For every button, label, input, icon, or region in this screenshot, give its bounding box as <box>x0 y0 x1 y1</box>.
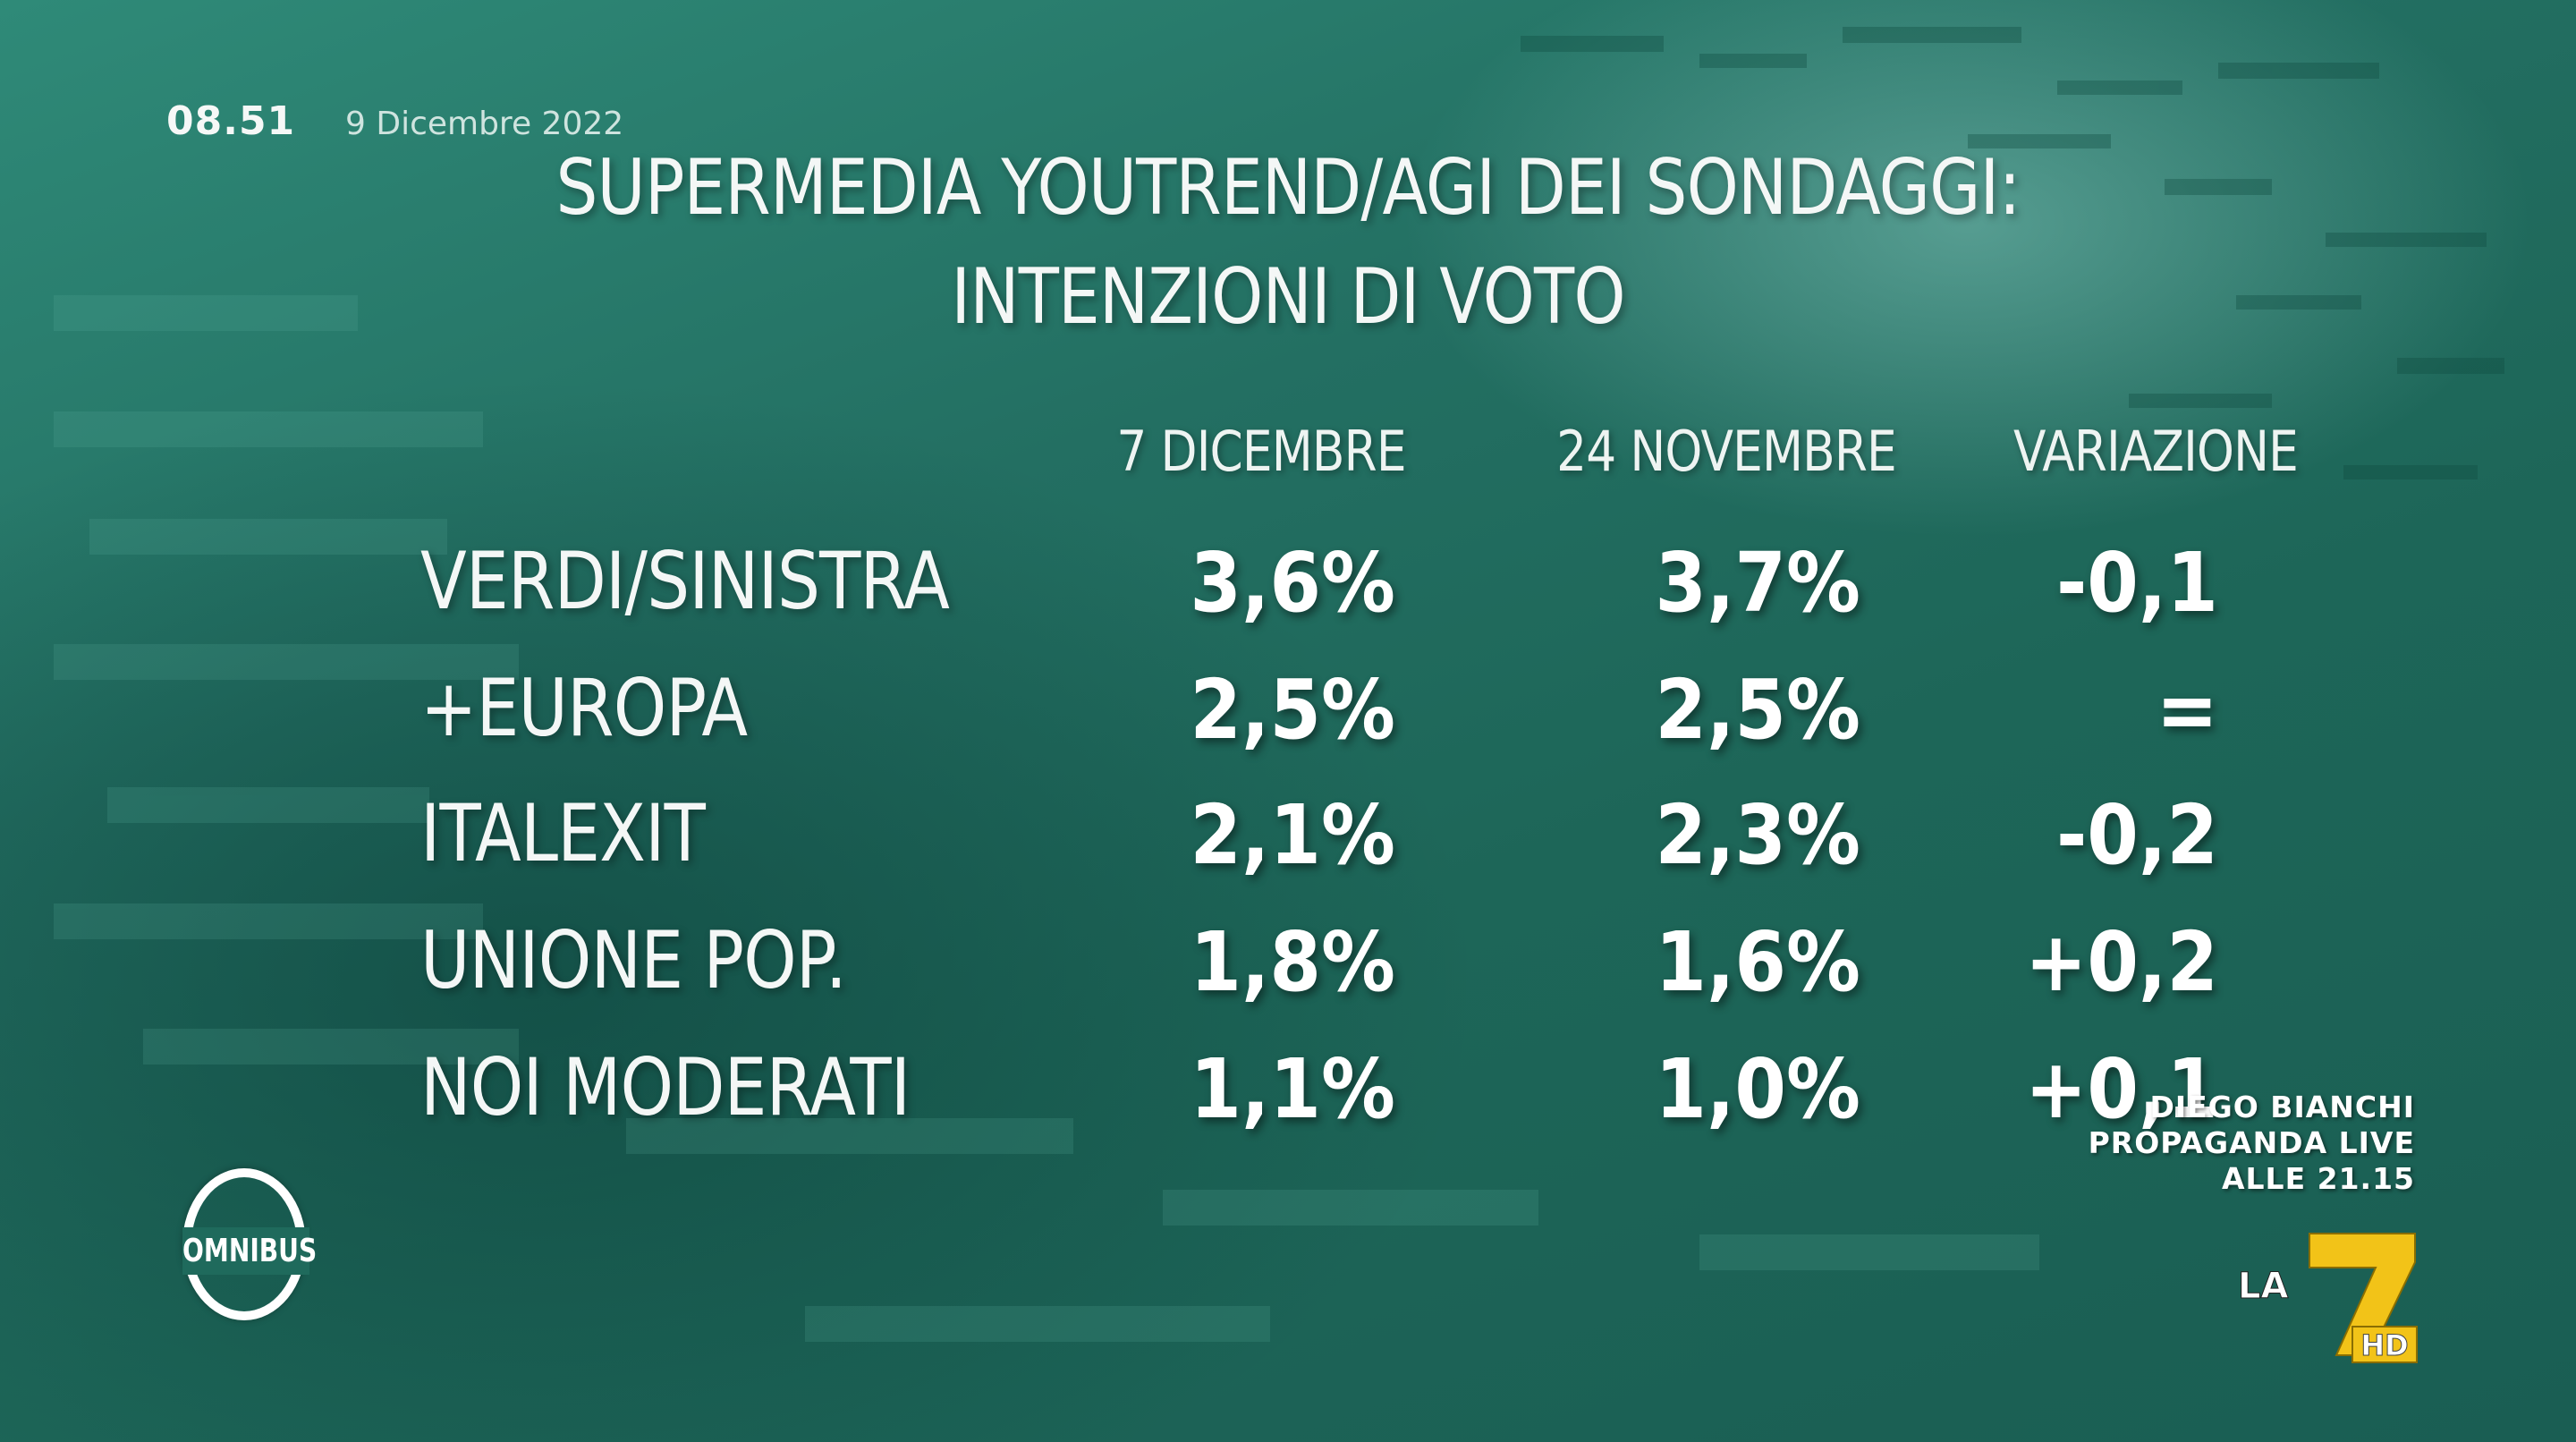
broadcast-date: 9 Dicembre 2022 <box>345 106 624 142</box>
la7-hd-logo: LA 7 HD <box>2238 1233 2418 1363</box>
party-name: NOI MODERATI <box>420 1041 911 1133</box>
table-row: NOI MODERATI 1,1% 1,0% +0,1 <box>0 1041 2576 1149</box>
value-change: +0,2 <box>2024 914 2218 1010</box>
party-name: UNIONE POP. <box>420 914 847 1006</box>
value-change: = <box>2156 662 2218 758</box>
table-row: VERDI/SINISTRA 3,6% 3,7% -0,1 <box>0 535 2576 642</box>
value-nov24: 2,3% <box>1655 787 1860 883</box>
broadcast-clock: 08.51 <box>166 98 296 144</box>
column-header-dec7: 7 DICEMBRE <box>1116 419 1406 484</box>
value-change: +0,1 <box>2024 1041 2218 1137</box>
column-header-nov24: 24 NOVEMBRE <box>1556 419 1897 484</box>
party-name: VERDI/SINISTRA <box>420 535 950 627</box>
party-name: +EUROPA <box>420 662 748 754</box>
promo-line-host: DIEGO BIANCHI <box>2149 1090 2415 1124</box>
value-dec7: 1,8% <box>1190 914 1395 1010</box>
hd-badge <box>2351 1326 2418 1363</box>
promo-banner: DIEGO BIANCHI PROPAGANDA LIVE ALLE 21.15 <box>2089 1090 2415 1197</box>
la7-letters: LA <box>2238 1266 2288 1307</box>
party-name: ITALEXIT <box>420 787 706 879</box>
value-nov24: 1,0% <box>1655 1041 1860 1137</box>
promo-line-time: ALLE 21.15 <box>2221 1161 2415 1196</box>
graphic-title: SUPERMEDIA YOUTREND/AGI DEI SONDAGGI: <box>555 143 2021 233</box>
table-row: ITALEXIT 2,1% 2,3% -0,2 <box>0 787 2576 895</box>
promo-line-show: PROPAGANDA LIVE <box>2088 1125 2415 1160</box>
value-dec7: 3,6% <box>1190 535 1395 631</box>
value-dec7: 2,1% <box>1190 787 1395 883</box>
value-change: -0,1 <box>2055 535 2218 631</box>
value-nov24: 2,5% <box>1655 662 1860 758</box>
table-row: +EUROPA 2,5% 2,5% = <box>0 662 2576 769</box>
value-nov24: 3,7% <box>1655 535 1860 631</box>
value-dec7: 1,1% <box>1190 1041 1395 1137</box>
hd-text: HD <box>2360 1328 2408 1362</box>
omnibus-wordmark: OMNIBUS <box>182 1227 317 1275</box>
value-change: -0,2 <box>2055 787 2218 883</box>
column-header-change: VARIAZIONE <box>2013 419 2299 484</box>
table-row: UNIONE POP. 1,8% 1,6% +0,2 <box>0 914 2576 1022</box>
value-nov24: 1,6% <box>1655 914 1860 1010</box>
omnibus-logo: OMNIBUS <box>170 1163 322 1333</box>
graphic-subtitle: INTENZIONI DI VOTO <box>951 252 1625 342</box>
value-dec7: 2,5% <box>1190 662 1395 758</box>
